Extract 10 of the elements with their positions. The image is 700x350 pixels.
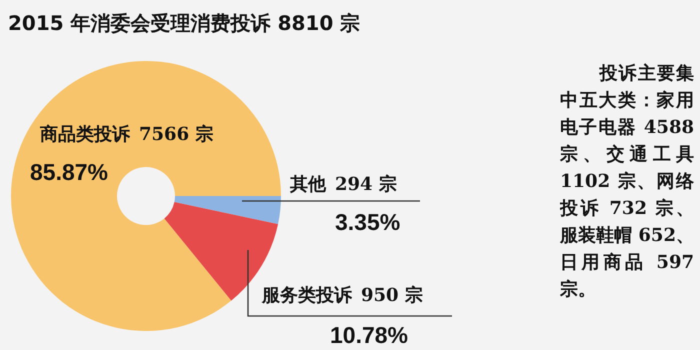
data-label: 294 宗: [335, 174, 397, 195]
data-label: 7566 宗: [139, 124, 214, 145]
data-label: 950 宗: [361, 285, 423, 306]
text: 85.87%: [30, 159, 108, 185]
text: 3.35%: [335, 209, 400, 235]
text: 10.78%: [330, 322, 408, 348]
slice-label: 商品类投诉: [40, 124, 130, 145]
slice-label: 服务类投诉: [262, 285, 352, 306]
chart-title: 2015 年消委会受理消费投诉 8810 宗: [8, 11, 360, 35]
slice-label: 其他: [290, 174, 326, 195]
